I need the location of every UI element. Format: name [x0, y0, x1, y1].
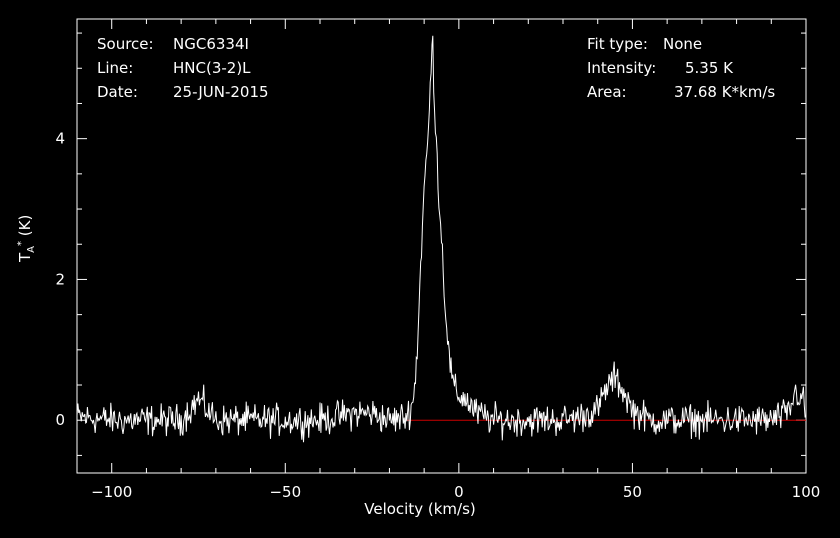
y-tick-label: 0 [55, 411, 65, 429]
intensity-value: 5.35 K [685, 59, 734, 77]
line-label: Line: [97, 59, 134, 77]
x-tick-label: −100 [91, 483, 132, 501]
axis-ticks [76, 19, 807, 473]
intensity-label: Intensity: [587, 59, 657, 77]
plot-frame [76, 18, 807, 474]
tick-labels: −100 −50 0 50 100 0 2 4 [55, 130, 820, 501]
source-value: NGC6334I [173, 35, 249, 53]
source-label: Source: [97, 35, 154, 53]
area-value: 37.68 K*km/s [674, 83, 776, 101]
date-label: Date: [97, 83, 138, 101]
x-tick-label: 100 [792, 483, 821, 501]
fit-type-label: Fit type: [587, 35, 648, 53]
fit-type-value: None [663, 35, 703, 53]
y-tick-label: 2 [55, 270, 65, 288]
x-tick-label: 50 [623, 483, 642, 501]
spectrum-line [76, 35, 807, 443]
x-tick-label: 0 [454, 483, 464, 501]
line-value: HNC(3-2)L [173, 59, 251, 77]
date-value: 25-JUN-2015 [173, 83, 269, 101]
x-tick-label: −50 [269, 483, 301, 501]
x-axis-label: Velocity (km/s) [364, 500, 476, 518]
y-axis-label: TA* (K) [16, 214, 37, 262]
y-tick-label: 4 [55, 130, 65, 148]
area-label: Area: [587, 83, 627, 101]
